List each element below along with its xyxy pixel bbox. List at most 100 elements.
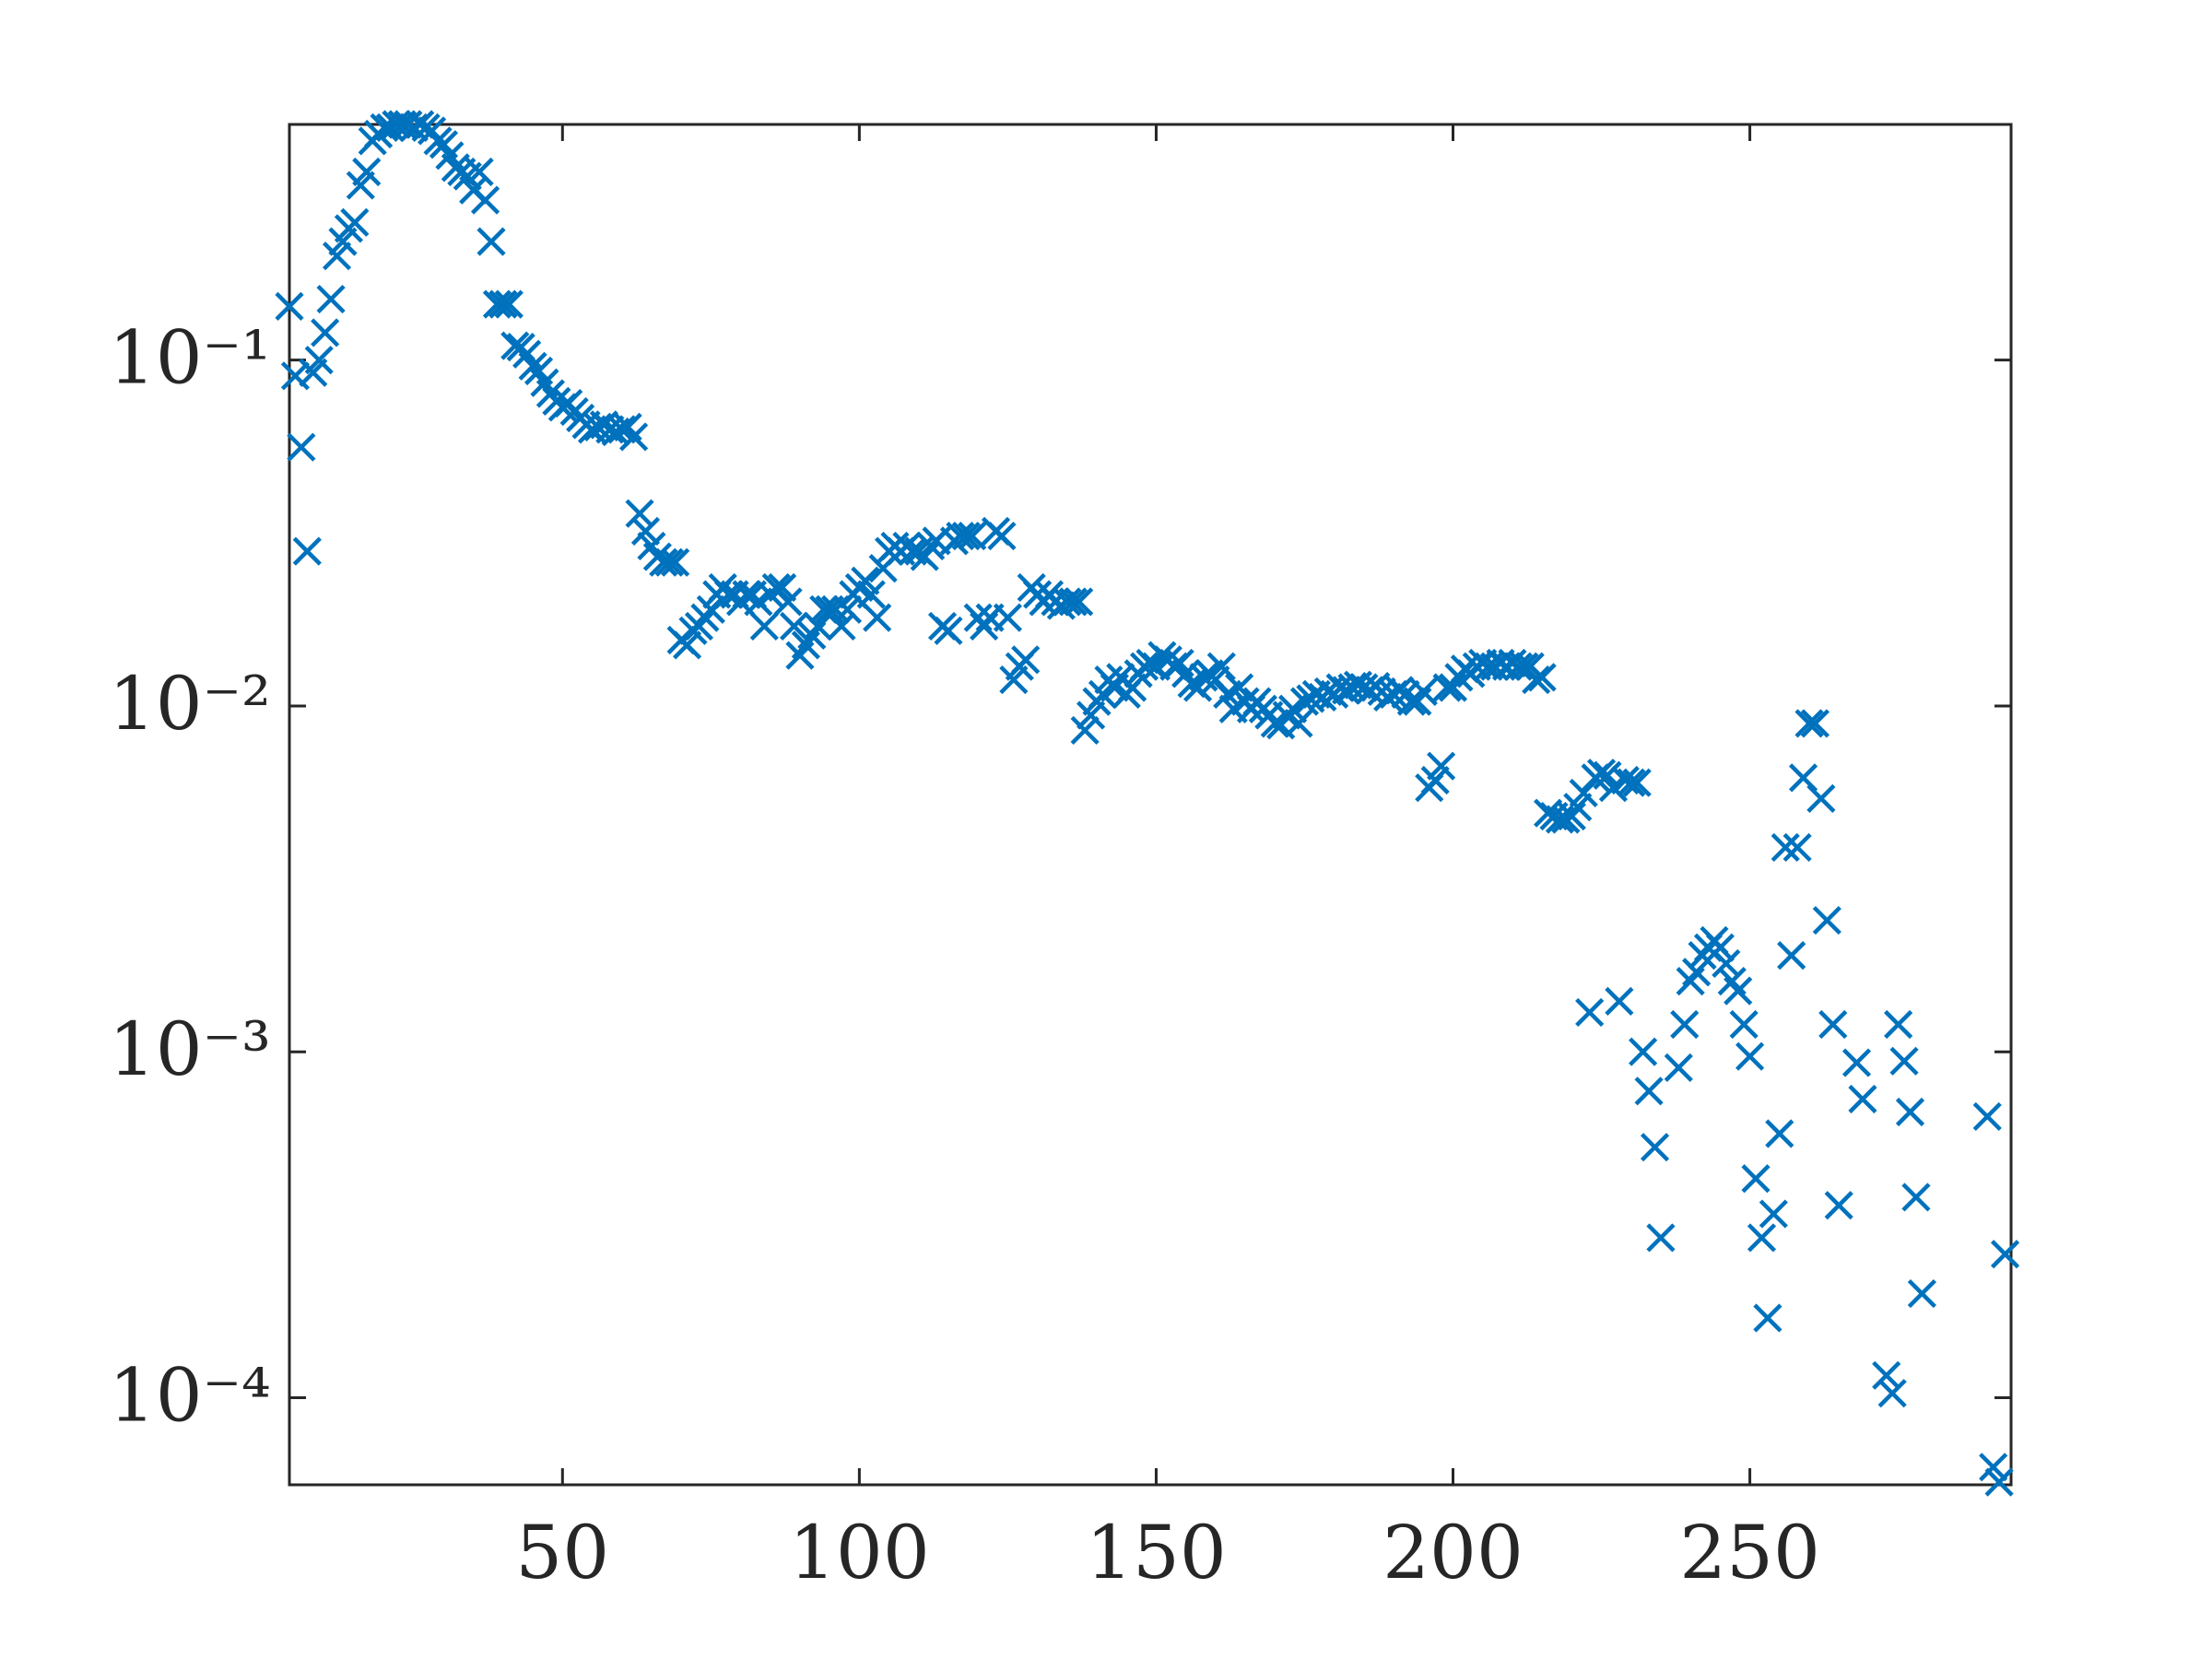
marker: [477, 227, 506, 256]
y-tick-label: 10⁻⁴: [109, 1352, 271, 1438]
marker: [1664, 1053, 1693, 1082]
marker: [630, 516, 661, 546]
marker: [832, 594, 863, 624]
marker: [661, 547, 690, 577]
marker: [1841, 1048, 1872, 1077]
marker: [1877, 1379, 1907, 1408]
marker: [1777, 941, 1806, 971]
marker: [1676, 967, 1705, 996]
marker: [1617, 768, 1646, 797]
marker: [1901, 1182, 1931, 1212]
x-tick-label: 50: [515, 1510, 609, 1595]
marker: [304, 346, 334, 375]
marker: [1771, 832, 1800, 862]
marker: [470, 185, 500, 215]
marker: [583, 412, 613, 441]
marker: [292, 536, 322, 566]
plot-frame: [288, 123, 2013, 1487]
marker: [934, 616, 963, 645]
marker: [1806, 783, 1836, 813]
marker: [1206, 652, 1236, 681]
marker: [1634, 1077, 1664, 1106]
marker: [311, 318, 340, 347]
marker: [768, 572, 797, 603]
marker: [280, 361, 311, 391]
marker: [494, 289, 524, 319]
marker: [958, 521, 987, 551]
y-tick-label: 10⁻¹: [109, 315, 271, 401]
marker: [1705, 933, 1735, 962]
marker: [779, 611, 809, 641]
marker: [1522, 665, 1551, 695]
marker: [465, 157, 494, 187]
marker: [1872, 1360, 1901, 1390]
y-tick-label: 10⁻³: [109, 1006, 271, 1092]
marker: [1889, 1046, 1919, 1076]
marker: [672, 630, 702, 660]
marker: [1729, 1009, 1759, 1040]
marker: [1629, 1037, 1658, 1066]
marker: [322, 241, 352, 271]
marker: [1848, 1084, 1877, 1114]
marker: [863, 603, 892, 632]
marker: [1984, 1467, 2014, 1497]
marker: [1011, 645, 1041, 675]
marker: [1753, 1303, 1783, 1333]
marker: [488, 289, 518, 319]
marker: [1759, 1199, 1788, 1229]
marker: [827, 611, 856, 641]
marker: [654, 547, 684, 577]
marker: [1503, 652, 1533, 681]
marker: [1747, 1223, 1777, 1253]
marker: [275, 291, 304, 321]
marker: [1724, 976, 1753, 1006]
marker: [1622, 768, 1652, 797]
marker: [340, 207, 370, 237]
marker: [1670, 1009, 1700, 1040]
marker: [1824, 1191, 1853, 1220]
marker: [1907, 1278, 1936, 1309]
marker: [1349, 673, 1379, 702]
marker: [1527, 663, 1557, 692]
marker: [749, 611, 779, 641]
marker: [1640, 1133, 1670, 1162]
marker: [649, 547, 678, 577]
marker: [1575, 997, 1605, 1028]
marker: [1800, 709, 1830, 738]
marker: [316, 284, 346, 314]
x-tick-label: 250: [1679, 1510, 1820, 1595]
marker: [1284, 709, 1313, 738]
marker: [773, 587, 803, 617]
marker: [1427, 751, 1456, 781]
marker: [951, 521, 981, 551]
marker: [1070, 715, 1100, 746]
marker: [1788, 763, 1818, 793]
marker: [946, 521, 975, 551]
marker: [482, 289, 512, 319]
marker: [1812, 905, 1841, 935]
marker: [625, 499, 654, 528]
marker: [1794, 709, 1824, 738]
marker: [1818, 1009, 1848, 1040]
marker: [1712, 948, 1741, 979]
marker: [287, 432, 316, 462]
marker: [1765, 1119, 1794, 1148]
marker: [1646, 1223, 1676, 1253]
marker: [1065, 587, 1094, 617]
marker: [1741, 1164, 1771, 1194]
marker: [1979, 1453, 2008, 1482]
marker: [1408, 677, 1438, 706]
x-tick-label: 200: [1382, 1510, 1524, 1595]
marker: [1884, 1009, 1913, 1040]
marker: [1735, 1041, 1765, 1071]
marker: [1053, 587, 1082, 617]
x-tick-label: 150: [1086, 1510, 1227, 1595]
x-tick-label: 100: [789, 1510, 930, 1595]
marker: [993, 603, 1023, 632]
marker: [352, 157, 382, 187]
marker: [1783, 832, 1812, 862]
marker: [1990, 1240, 2020, 1269]
marker: [1682, 958, 1712, 987]
marker: [1058, 587, 1088, 617]
marker: [1895, 1097, 1925, 1127]
